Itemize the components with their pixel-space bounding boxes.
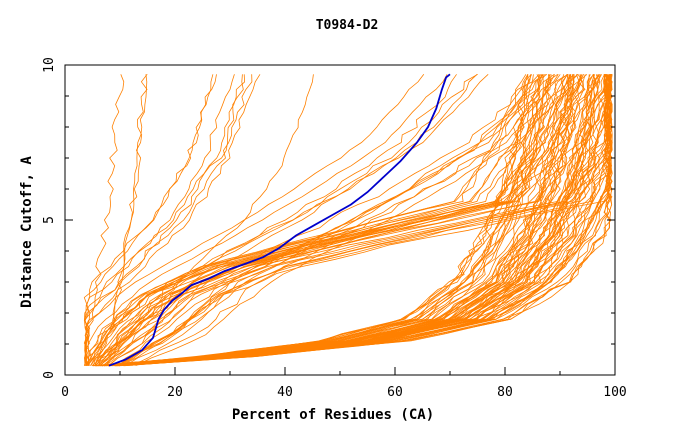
series-line-upper-band <box>84 74 532 366</box>
series-line-middle-diagonal <box>120 73 579 367</box>
series-line-early-diagonal <box>84 74 261 366</box>
x-tick-label: 100 <box>603 385 626 400</box>
y-axis-label: Distance Cutoff, A <box>19 156 35 308</box>
series-line-lower-bundle <box>118 74 613 367</box>
ticks-layer: 0 20 40 60 80 100 0 5 10 <box>42 57 627 400</box>
series-line-lower-bundle <box>124 74 613 367</box>
series-line-lower-bundle <box>103 74 552 367</box>
series-line-middle-diagonal <box>135 74 583 367</box>
series-line-lower-bundle <box>96 74 544 367</box>
series-line-early-diagonal <box>83 74 235 366</box>
series-line-lower-bundle <box>92 74 532 367</box>
series-line-lower-bundle <box>105 74 561 367</box>
series-line-lower-bundle <box>101 74 613 367</box>
series-line-steep-left <box>94 74 148 366</box>
series-line-early-diagonal <box>99 74 314 366</box>
series-line-lower-bundle <box>112 74 612 367</box>
series-line-lower-bundle <box>97 74 540 367</box>
x-axis-label: Percent of Residues (CA) <box>232 407 434 423</box>
series-line-early-diagonal <box>83 74 246 366</box>
series-line-lower-bundle <box>94 74 532 367</box>
series-line-early-diagonal <box>83 74 214 366</box>
y-tick-label: 5 <box>42 216 57 224</box>
x-tick-label: 20 <box>167 385 183 400</box>
series-line-lower-bundle <box>102 74 542 367</box>
y-tick-label: 0 <box>42 371 57 379</box>
series-line-upper-band <box>84 74 591 366</box>
series-line-upper-band <box>87 73 558 366</box>
series-line-lower-bundle <box>115 74 596 367</box>
series-line-lower-bundle <box>103 74 601 367</box>
series-line-middle-diagonal <box>95 73 478 366</box>
series-line-middle-diagonal <box>94 74 457 367</box>
series-line-upper-band <box>104 74 612 367</box>
series-line-highlight <box>108 73 451 367</box>
series-line-steep-left <box>84 74 125 366</box>
series-line-middle-diagonal <box>114 74 559 367</box>
y-tick-label: 10 <box>42 57 57 73</box>
x-tick-label: 0 <box>61 385 69 400</box>
series-line-lower-bundle <box>107 74 613 367</box>
series-line-middle-diagonal <box>131 73 569 367</box>
series-line-lower-bundle <box>108 74 584 367</box>
series-line-early-diagonal <box>83 74 244 366</box>
series-line-lower-bundle <box>109 74 571 367</box>
series-line-lower-bundle <box>99 74 574 367</box>
series-line-lower-bundle <box>94 74 566 367</box>
series-line-middle-diagonal <box>118 73 545 366</box>
series-line-upper-band <box>105 74 571 366</box>
series-line-middle-diagonal <box>104 74 540 366</box>
series-line-lower-bundle <box>97 74 596 367</box>
series-line-lower-bundle <box>114 74 613 367</box>
chart-title: T0984-D2 <box>316 18 379 33</box>
series-line-lower-bundle <box>108 74 580 367</box>
series-line-middle-diagonal <box>101 74 478 367</box>
series-line-upper-band <box>117 74 611 367</box>
series-line-middle-diagonal <box>84 74 448 366</box>
series-line-lower-bundle <box>101 74 586 367</box>
series-layer <box>83 73 613 367</box>
series-line-middle-diagonal <box>125 73 548 367</box>
x-tick-label: 60 <box>387 385 403 400</box>
series-line-middle-diagonal <box>85 74 425 366</box>
series-line-early-diagonal <box>84 74 217 366</box>
series-line-lower-bundle <box>116 74 600 367</box>
series-line-lower-bundle <box>102 74 571 367</box>
x-tick-label: 80 <box>497 385 513 400</box>
series-line-lower-bundle <box>96 74 606 367</box>
x-tick-label: 40 <box>277 385 293 400</box>
